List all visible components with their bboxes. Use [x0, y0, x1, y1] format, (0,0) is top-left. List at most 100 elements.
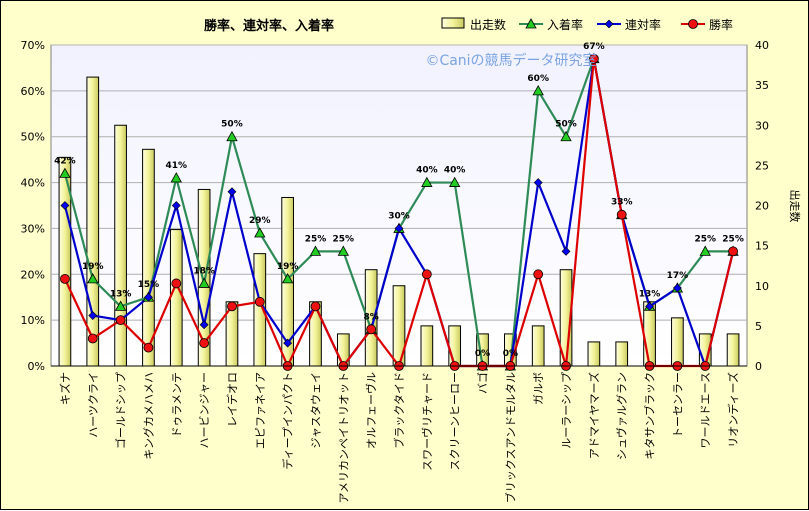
data-label-2: 13% — [110, 289, 132, 299]
legend-marker — [604, 19, 614, 29]
left-tick-label: 20% — [21, 268, 45, 281]
data-label-0: 42% — [54, 156, 76, 166]
point-rentai-12 — [394, 224, 404, 233]
point-rentai-8 — [283, 338, 293, 348]
data-label-24: 25% — [722, 234, 744, 244]
left-tick-label: 60% — [21, 85, 45, 98]
legend-label: 連対率 — [625, 17, 661, 32]
left-tick-label: 70% — [21, 39, 45, 52]
bar-2 — [114, 124, 127, 367]
legend-label: 入着率 — [547, 17, 583, 32]
category-label-10: アメリカンペイトリオット — [337, 372, 350, 503]
point-shouritsu-0 — [60, 273, 70, 284]
point-rentai-3 — [144, 292, 153, 302]
point-shouritsu-1 — [87, 333, 98, 344]
right-tick-label: 20 — [755, 200, 769, 213]
point-shouritsu-2 — [115, 315, 126, 326]
data-label-22: 17% — [667, 271, 689, 281]
right-tick-label: 35 — [755, 79, 769, 92]
point-nyuchaku-0 — [59, 167, 71, 178]
category-label-8: ディープインパクト — [281, 372, 295, 470]
category-label-1: ハーツクライ — [87, 372, 100, 438]
legend-item-0: 出走数 — [441, 17, 506, 32]
bar-22 — [671, 317, 684, 367]
data-label-7: 29% — [249, 216, 271, 226]
point-shouritsu-4 — [171, 278, 182, 289]
right-tick-label: 25 — [755, 159, 769, 172]
category-label-19: アドマイヤマーズ — [587, 372, 601, 459]
point-shouritsu-17 — [533, 269, 544, 280]
category-label-14: スクリーンヒーロー — [449, 372, 462, 470]
category-label-4: ドゥラメンテ — [170, 372, 183, 438]
point-nyuchaku-6 — [226, 130, 238, 142]
data-label-23: 25% — [694, 234, 716, 244]
data-label-3: 15% — [138, 280, 160, 290]
legend-marker — [688, 19, 698, 29]
bar-13 — [420, 325, 434, 367]
bar-14 — [448, 325, 462, 367]
right-tick-label: 15 — [755, 240, 769, 253]
data-label-1: 19% — [82, 262, 104, 272]
point-rentai-0 — [60, 201, 70, 210]
data-label-15: 0% — [475, 349, 490, 359]
data-label-19: 67% — [583, 42, 605, 52]
legend-item-3: 勝率 — [681, 17, 733, 32]
bar-21 — [643, 301, 656, 367]
bar-4 — [169, 229, 183, 367]
legend-label: 勝率 — [709, 17, 733, 32]
point-shouritsu-6 — [227, 301, 237, 312]
data-label-8: 19% — [277, 262, 299, 272]
category-label-0: キズナ — [58, 372, 72, 405]
legend-item-2: 連対率 — [597, 17, 661, 32]
point-nyuchaku-5 — [198, 277, 210, 288]
point-shouritsu-9 — [310, 301, 321, 312]
point-nyuchaku-1 — [87, 273, 99, 284]
point-rentai-22 — [672, 283, 682, 293]
point-nyuchaku-2 — [114, 300, 127, 311]
point-nyuchaku-17 — [532, 85, 544, 96]
category-label-6: レイデオロ — [225, 372, 239, 427]
left-tick-label: 40% — [21, 177, 45, 190]
data-label-6: 50% — [221, 120, 243, 130]
point-nyuchaku-14 — [449, 176, 461, 187]
right-tick-label: 30 — [755, 119, 769, 132]
data-label-20: 33% — [611, 198, 633, 208]
category-label-18: ルーラーシップ — [560, 372, 573, 449]
point-nyuchaku-4 — [170, 172, 182, 183]
point-shouritsu-13 — [421, 269, 432, 280]
left-tick-label: 0% — [28, 360, 45, 373]
point-shouritsu-7 — [254, 296, 265, 307]
category-label-15: バゴ — [476, 372, 490, 394]
point-rentai-4 — [171, 201, 181, 210]
category-label-20: シュヴァルグラン — [615, 372, 629, 460]
point-shouritsu-3 — [143, 342, 154, 353]
data-label-11: 8% — [364, 312, 379, 322]
data-label-16: 0% — [503, 349, 518, 359]
data-label-9: 25% — [305, 234, 327, 244]
bar-3 — [142, 148, 155, 367]
right-axis-label: 出走数 — [788, 190, 802, 223]
category-label-2: ゴールドシップ — [114, 372, 128, 449]
chart-title: 勝率、連対率、入着率 — [204, 18, 334, 34]
category-label-7: エピファネイア — [254, 372, 267, 449]
category-label-23: ワールドエース — [699, 372, 712, 448]
category-label-11: オルフェーヴル — [364, 372, 378, 449]
data-label-21: 13% — [639, 289, 661, 299]
point-nyuchaku-13 — [421, 176, 433, 187]
point-shouritsu-5 — [199, 338, 210, 348]
legend-label: 出走数 — [470, 17, 506, 32]
left-tick-label: 50% — [21, 131, 45, 144]
category-label-22: トーセンラー — [671, 372, 684, 438]
point-nyuchaku-23 — [699, 245, 711, 256]
right-tick-label: 0 — [755, 360, 762, 373]
bar-19 — [587, 341, 601, 367]
data-label-13: 40% — [416, 166, 438, 176]
data-label-18: 50% — [555, 120, 577, 130]
category-label-17: ガルボ — [532, 372, 545, 405]
point-rentai-6 — [227, 187, 237, 197]
category-label-3: キングカメハメハ — [141, 372, 155, 460]
point-rentai-5 — [199, 320, 209, 330]
point-rentai-21 — [645, 301, 654, 311]
